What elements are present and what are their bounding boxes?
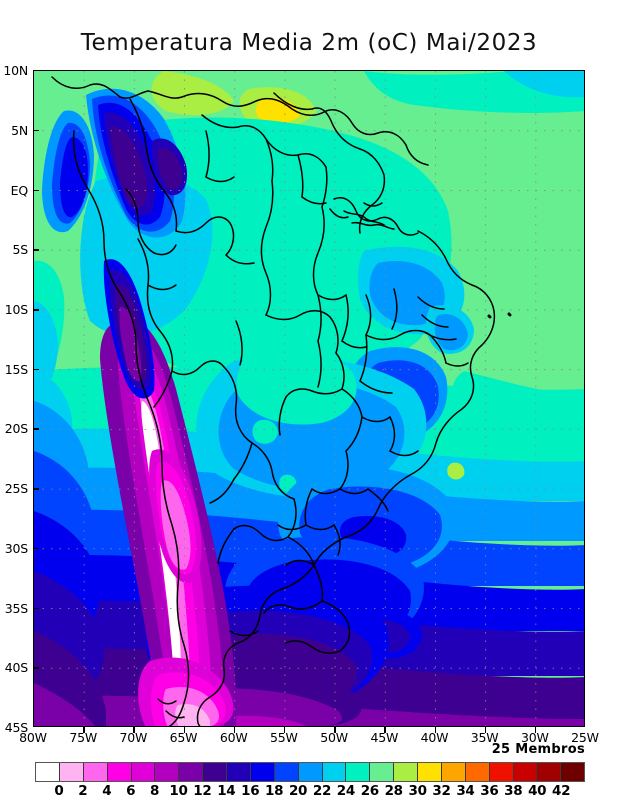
y-tick-label: 20S — [4, 421, 28, 437]
colorbar-swatch — [36, 763, 60, 781]
chart-title: Temperatura Media 2m (oC) Mai/2023 — [80, 30, 538, 56]
colorbar-tick-label: 24 — [336, 783, 355, 799]
colorbar-swatch — [465, 763, 490, 781]
x-tick-label: 80W — [19, 730, 47, 745]
temperature-contour-map — [34, 71, 584, 726]
colorbar-tick-label: 10 — [169, 783, 188, 799]
colorbar-swatch — [250, 763, 275, 781]
map-plot-area — [33, 70, 585, 727]
colorbar-tick-label: 8 — [150, 783, 160, 799]
colorbar-swatch — [131, 763, 156, 781]
x-tick-label: 50W — [320, 730, 348, 745]
colorbar-swatch — [83, 763, 108, 781]
colorbar-tick-label: 20 — [288, 783, 308, 799]
colorbar-swatch — [107, 763, 132, 781]
x-tick-label: 70W — [119, 730, 148, 745]
colorbar-tick-labels: 0 2 4 6 8 10 12 14 16 18 20 22 24 26 28 30 32 34 36 38 40 42 — [35, 783, 585, 801]
colorbar-tick-label: 0 — [54, 783, 64, 799]
colorbar-swatch — [227, 763, 251, 781]
x-tick-mark — [484, 727, 487, 733]
temperature-colorbar — [35, 762, 585, 782]
colorbar-swatch — [537, 763, 562, 781]
colorbar-tick-label: 16 — [241, 783, 260, 799]
y-tick-label: 45S — [4, 720, 28, 735]
y-tick-mark — [33, 547, 39, 550]
y-tick-label: 10S — [4, 302, 28, 317]
x-tick-mark — [133, 727, 135, 733]
colorbar-swatch — [561, 763, 585, 781]
colorbar-swatch — [513, 763, 538, 781]
y-tick-label: 40S — [4, 660, 28, 676]
colorbar-swatch — [155, 763, 180, 781]
y-tick-mark — [33, 428, 39, 430]
x-tick-label: 60W — [219, 730, 248, 745]
x-tick-mark — [334, 727, 336, 733]
y-tick-label: 15S — [4, 361, 28, 377]
colorbar-swatch — [179, 763, 204, 781]
x-tick-mark — [83, 727, 85, 733]
y-tick-mark — [33, 189, 39, 191]
colorbar-tick-label: 28 — [384, 783, 403, 799]
country-borders — [51, 76, 512, 726]
colorbar-tick-label: 38 — [504, 783, 523, 799]
y-tick-label: 30S — [4, 540, 28, 556]
x-tick-label: 65W — [169, 730, 198, 745]
colorbar-swatch — [370, 763, 395, 781]
x-tick-label: 45W — [370, 730, 399, 745]
colorbar-swatch — [418, 763, 442, 781]
y-tick-mark — [33, 488, 39, 490]
x-tick-mark — [283, 727, 286, 733]
x-tick-label: 75W — [69, 730, 98, 745]
colorbar-swatch — [441, 763, 466, 781]
colorbar-swatch — [298, 763, 323, 781]
colorbar-tick-label: 32 — [432, 783, 451, 799]
colorbar-tick-label: 22 — [312, 783, 332, 799]
colorbar-swatch — [489, 763, 514, 781]
x-tick-label: 30W — [520, 730, 549, 745]
y-tick-label: 5S — [12, 242, 29, 258]
x-tick-mark — [233, 727, 236, 733]
colorbar-tick-label: 4 — [102, 783, 112, 799]
colorbar-swatch — [203, 763, 227, 781]
colorbar-tick-label: 36 — [480, 783, 499, 799]
x-tick-label: 40W — [420, 730, 449, 745]
colorbar-tick-label: 34 — [456, 783, 475, 799]
x-tick-label: 55W — [270, 730, 298, 745]
y-tick-mark — [33, 309, 39, 311]
colorbar-tick-label: 6 — [126, 783, 136, 799]
y-tick-label: EQ — [10, 182, 29, 198]
colorbar-tick-label: 42 — [551, 783, 571, 799]
colorbar-tick-label: 40 — [528, 783, 547, 799]
colorbar-swatch — [274, 763, 299, 781]
x-tick-label: 25W — [571, 730, 599, 745]
colorbar-swatch — [322, 763, 347, 781]
y-tick-mark — [33, 249, 39, 251]
x-tick-mark — [434, 727, 436, 733]
colorbar-tick-label: 30 — [408, 783, 427, 799]
ensemble-members-label: 25 Membros — [491, 742, 585, 757]
y-tick-label: 25S — [4, 481, 28, 497]
colorbar-tick-label: 26 — [360, 783, 379, 799]
colorbar-tick-label: 18 — [265, 783, 284, 799]
y-tick-mark — [33, 368, 39, 371]
x-tick-mark — [183, 727, 185, 733]
x-tick-mark — [384, 727, 386, 733]
colorbar-swatch — [59, 763, 84, 781]
y-tick-label: 10N — [3, 63, 28, 78]
y-tick-label: 35S — [4, 600, 28, 616]
x-tick-label: 35W — [470, 730, 499, 745]
colorbar-swatch — [346, 763, 371, 781]
colorbar-tick-label: 2 — [78, 783, 88, 799]
y-tick-mark — [33, 667, 39, 669]
colorbar-tick-label: 12 — [193, 783, 212, 799]
y-tick-mark — [33, 607, 39, 609]
y-tick-mark — [33, 129, 39, 132]
colorbar-swatch — [394, 763, 418, 781]
y-tick-label: 5N — [11, 122, 28, 138]
x-tick-mark — [534, 727, 537, 733]
colorbar-tick-label: 14 — [217, 783, 236, 799]
